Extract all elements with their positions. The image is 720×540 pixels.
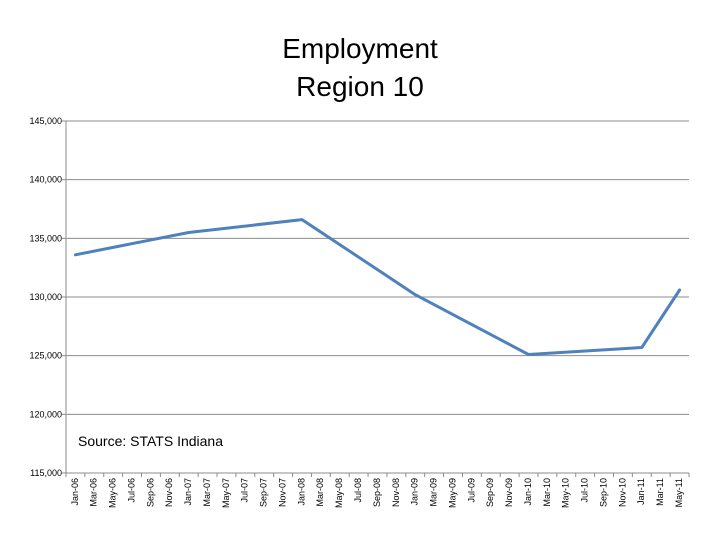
y-tick-label: 115,000 [30, 468, 62, 478]
x-tick-label: May-07 [221, 478, 231, 508]
title-line-1: Employment [282, 33, 438, 64]
x-tick-label: Sep-09 [485, 478, 495, 507]
x-tick-label: Jan-07 [183, 478, 193, 506]
x-tick-label: Sep-07 [259, 478, 269, 507]
x-tick-label: Mar-10 [542, 478, 552, 507]
x-tick-label: Jan-10 [523, 478, 533, 506]
x-tick-label: Nov-10 [617, 478, 627, 507]
axes [62, 120, 690, 477]
y-tick-label: 125,000 [29, 351, 62, 361]
data-point [679, 289, 680, 290]
x-tick-label: Mar-09 [429, 478, 439, 507]
data-point [75, 254, 76, 255]
x-tick-label: Jul-06 [126, 478, 136, 503]
y-tick-label: 135,000 [29, 233, 62, 243]
title-line-2: Region 10 [296, 71, 424, 102]
x-tick-label: Jul-09 [466, 478, 476, 503]
x-tick-label: Nov-09 [504, 478, 514, 507]
x-tick-label: Mar-08 [315, 478, 325, 507]
x-tick-label: Nov-08 [391, 478, 401, 507]
data-point [301, 219, 302, 220]
y-tick-labels: 115,000 120,000 125,000 130,000 135,000 140,0… [29, 116, 62, 478]
x-tick-label: Jul-07 [240, 478, 250, 503]
x-tick-label: May-09 [447, 478, 457, 508]
x-tick-label: May-11 [674, 478, 684, 507]
series-line [73, 218, 682, 356]
x-tick-label: Sep-06 [145, 478, 155, 507]
x-tick-label: Sep-08 [372, 478, 382, 507]
series-layer [73, 218, 682, 356]
y-tick-label: 130,000 [29, 292, 62, 302]
x-tick-label: May-08 [334, 478, 344, 508]
x-tick-label: Jan-09 [410, 478, 420, 506]
data-point [528, 354, 529, 355]
x-tick-label: May-10 [561, 478, 571, 508]
data-point [641, 347, 642, 348]
x-tick-label: Jul-10 [580, 478, 590, 503]
x-tick-label: Jan-11 [636, 478, 646, 505]
x-tick-label: Jul-08 [353, 478, 363, 503]
x-tick-label: Jan-06 [70, 478, 80, 506]
y-tick-label: 145,000 [29, 116, 62, 126]
x-tick-label: Mar-06 [89, 478, 99, 507]
y-tick-label: 140,000 [29, 175, 62, 185]
source-annotation: Source: STATS Indiana [78, 433, 223, 449]
x-tick-label: Mar-11 [655, 478, 665, 506]
x-tick-label: May-06 [108, 478, 118, 508]
x-tick-labels: Jan-06 Mar-06 May-06 Jul-06 Sep-06 Nov-06 Jan-… [70, 478, 684, 508]
x-tick-label: Nov-07 [277, 478, 287, 507]
chart-title: Employment Region 10 [0, 30, 720, 106]
x-tick-label: Sep-10 [598, 478, 608, 507]
x-tick-label: Nov-06 [164, 478, 174, 507]
x-tick-label: Jan-08 [296, 478, 306, 506]
x-tick-label: Mar-07 [202, 478, 212, 507]
data-point [415, 294, 416, 295]
gridlines [66, 120, 689, 415]
data-point [188, 232, 189, 233]
y-tick-label: 120,000 [29, 409, 62, 419]
